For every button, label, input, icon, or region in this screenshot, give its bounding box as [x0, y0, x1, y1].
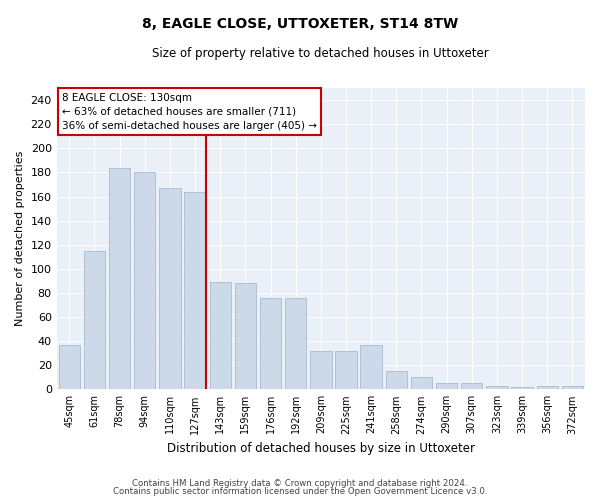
X-axis label: Distribution of detached houses by size in Uttoxeter: Distribution of detached houses by size …	[167, 442, 475, 455]
Text: 8 EAGLE CLOSE: 130sqm
← 63% of detached houses are smaller (711)
36% of semi-det: 8 EAGLE CLOSE: 130sqm ← 63% of detached …	[62, 92, 317, 130]
Bar	[134, 172, 155, 390]
Bar	[335, 350, 356, 390]
Bar	[235, 284, 256, 390]
Text: 8, EAGLE CLOSE, UTTOXETER, ST14 8TW: 8, EAGLE CLOSE, UTTOXETER, ST14 8TW	[142, 18, 458, 32]
Title: Size of property relative to detached houses in Uttoxeter: Size of property relative to detached ho…	[152, 48, 489, 60]
Text: Contains HM Land Registry data © Crown copyright and database right 2024.: Contains HM Land Registry data © Crown c…	[132, 478, 468, 488]
Text: Contains public sector information licensed under the Open Government Licence v3: Contains public sector information licen…	[113, 487, 487, 496]
Bar	[361, 344, 382, 390]
Bar	[536, 386, 558, 390]
Bar	[59, 344, 80, 390]
Bar	[436, 384, 457, 390]
Bar	[285, 298, 307, 390]
Bar	[310, 350, 332, 390]
Bar	[511, 387, 533, 390]
Bar	[562, 386, 583, 390]
Bar	[411, 378, 432, 390]
Bar	[109, 168, 130, 390]
Bar	[386, 371, 407, 390]
Y-axis label: Number of detached properties: Number of detached properties	[15, 151, 25, 326]
Bar	[209, 282, 231, 390]
Bar	[159, 188, 181, 390]
Bar	[184, 192, 206, 390]
Bar	[84, 250, 105, 390]
Bar	[486, 386, 508, 390]
Bar	[461, 384, 482, 390]
Bar	[260, 298, 281, 390]
